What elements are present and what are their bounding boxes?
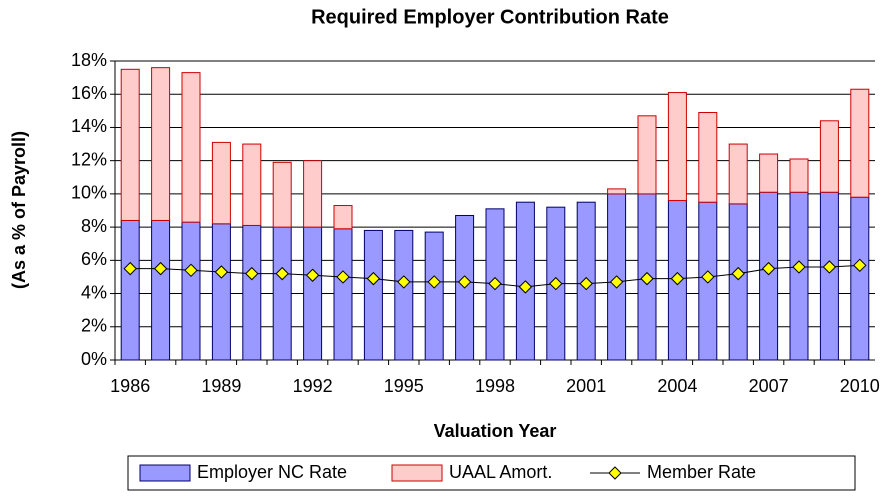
y-tick-label: 18% [71, 50, 107, 70]
x-axis-label: Valuation Year [434, 421, 557, 441]
marker [153, 261, 168, 276]
bar [607, 188, 627, 195]
y-axis-label: (As a % of Payroll) [9, 131, 29, 289]
marker [184, 263, 198, 278]
bar [303, 226, 323, 361]
bar [850, 88, 870, 198]
y-tick-label: 16% [71, 83, 107, 103]
bar [698, 111, 718, 203]
legend-label: Employer NC Rate [197, 462, 347, 482]
x-tick-label: 1992 [293, 376, 333, 396]
bar [728, 143, 748, 205]
x-tick-label: 2001 [566, 376, 606, 396]
bar [759, 191, 779, 361]
bar [637, 115, 657, 195]
marker [518, 280, 533, 294]
marker [214, 265, 229, 279]
marker [670, 271, 685, 286]
bar [120, 68, 140, 221]
bar [120, 219, 140, 361]
marker [853, 258, 867, 273]
marker [609, 275, 624, 289]
y-tick-label: 6% [81, 249, 107, 269]
marker [792, 260, 806, 274]
bar [424, 231, 444, 361]
x-tick-label: 1986 [110, 376, 150, 396]
marker [579, 276, 593, 291]
bar [211, 223, 231, 361]
bar [242, 224, 262, 361]
bar [667, 92, 687, 202]
bar [789, 191, 809, 361]
y-tick-label: 0% [81, 349, 107, 369]
marker [427, 275, 441, 289]
marker [549, 276, 563, 291]
bar [151, 67, 171, 221]
bar [272, 226, 292, 361]
bar [242, 143, 262, 226]
marker [123, 261, 137, 276]
marker [397, 275, 411, 289]
y-tick-label: 14% [71, 116, 107, 136]
marker [275, 266, 289, 281]
bar [181, 72, 201, 223]
legend-swatch [139, 464, 191, 482]
marker [366, 271, 381, 286]
marker [731, 266, 745, 281]
bar [303, 160, 323, 228]
bar [728, 203, 748, 361]
bar [333, 205, 353, 230]
marker [822, 260, 837, 274]
chart-title: Required Employer Contribution Rate [311, 6, 669, 28]
legend-swatch [391, 464, 443, 482]
x-tick-label: 1989 [201, 376, 241, 396]
x-tick-label: 1998 [475, 376, 515, 396]
marker [305, 268, 320, 282]
bar [819, 120, 839, 193]
bar [151, 219, 171, 361]
bar [363, 229, 383, 361]
bar [272, 161, 292, 228]
x-tick-label: 2010 [840, 376, 880, 396]
y-tick-label: 4% [81, 282, 107, 302]
y-tick-label: 8% [81, 216, 107, 236]
marker [761, 261, 776, 276]
marker [701, 270, 715, 284]
marker [245, 266, 259, 281]
bar [211, 141, 231, 225]
marker [488, 276, 502, 291]
bar [333, 228, 353, 361]
legend-label: Member Rate [647, 462, 756, 482]
y-tick-label: 10% [71, 183, 107, 203]
legend-label: UAAL Amort. [449, 462, 552, 482]
legend-marker [608, 466, 622, 480]
y-tick-label: 12% [71, 149, 107, 169]
bar [850, 196, 870, 361]
bar [789, 158, 809, 193]
legend-box [127, 455, 856, 491]
marker [640, 271, 654, 286]
bar [759, 153, 779, 193]
bar [819, 191, 839, 361]
bar [181, 221, 201, 361]
bar [394, 229, 414, 361]
x-tick-label: 2007 [749, 376, 789, 396]
y-tick-label: 2% [81, 316, 107, 336]
marker [457, 275, 472, 289]
x-tick-label: 1995 [384, 376, 424, 396]
x-tick-label: 2004 [657, 376, 697, 396]
marker [336, 270, 350, 284]
